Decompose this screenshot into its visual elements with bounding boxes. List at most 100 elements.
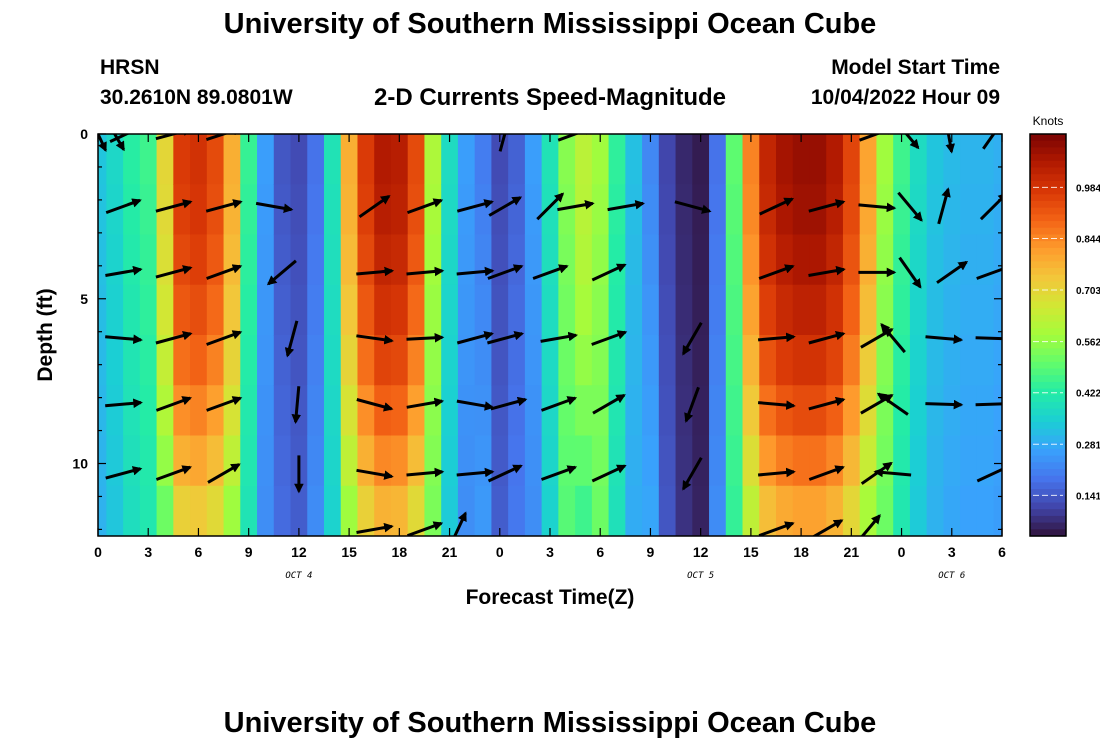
heatmap-cell [290,134,308,185]
heatmap-cell [474,485,493,536]
heatmap-cell [324,184,342,236]
footer-title: University of Southern Mississippi Ocean… [223,707,877,739]
heatmap-cell [508,435,526,487]
heatmap-cell [759,284,777,336]
heatmap-cell [474,134,493,185]
heatmap-cell [123,234,141,286]
heatmap-cell [725,284,744,336]
heatmap-cell [926,234,945,286]
heatmap-cell [960,385,978,437]
heatmap-cell [859,184,878,236]
heatmap-cell [407,335,426,386]
heatmap-cell [340,184,359,236]
heatmap-cell [909,435,928,487]
current-arrow [540,396,578,412]
heatmap-cell [524,335,543,386]
heatmap-cell [809,234,827,286]
heatmap-cell [257,134,275,185]
colorbar-cell [1030,321,1066,329]
current-arrow [358,194,391,219]
current-arrow [406,521,444,536]
current-arrow [858,134,896,142]
heatmap-cell [709,234,727,286]
heatmap-cell [591,335,610,386]
heatmap-cell [106,385,124,437]
heatmap-cell [290,335,308,386]
y-tick-label: 10 [72,456,88,472]
heatmap-cell [156,335,174,386]
colorbar-cell [1030,180,1066,189]
current-arrow [808,330,846,345]
current-arrow [206,396,243,412]
heatmap-cell [290,234,308,286]
heatmap-cell [156,385,174,437]
heatmap-cell [173,485,191,536]
colorbar-cell [1030,489,1066,497]
x-tick-label: 6 [596,544,604,560]
x-tick-label: 3 [546,544,554,560]
heatmap-cell [792,435,811,487]
heatmap-cell [491,335,509,386]
current-arrow [759,197,795,216]
heatmap-cell [407,134,426,185]
heatmap-cell [960,435,978,487]
heatmap-cell [926,385,945,437]
heatmap-cell [792,485,811,536]
heatmap-cell [809,284,827,336]
heatmap-cell [273,385,292,437]
heatmap-cell [223,184,241,236]
heatmap-cell [139,284,158,336]
current-arrow [536,192,565,221]
colorbar-cell [1030,529,1066,537]
heatmap-cell [709,284,727,336]
heatmap-cell [324,385,342,437]
colorbar-cell [1030,328,1066,336]
current-arrow [898,256,922,289]
heatmap-cell [826,385,844,437]
heatmap-cell [98,485,107,536]
current-arrow [897,191,923,222]
heatmap-cell [709,485,727,536]
heatmap-cell [826,435,844,487]
x-tick-label: 18 [392,544,408,560]
x-tick-label: 0 [94,544,102,560]
current-arrow [456,330,494,345]
heatmap-cell [106,485,124,536]
heatmap-cell [173,184,191,236]
heatmap-cell [390,134,409,185]
heatmap-cell [541,234,559,286]
current-arrow [904,134,920,150]
heatmap-cell [491,134,509,185]
heatmap-cell [625,234,643,286]
heatmap-cell [993,385,1002,437]
current-arrow [206,330,243,346]
heatmap-cell [374,234,392,286]
heatmap-cell [776,234,794,286]
colorbar-cell [1030,402,1066,410]
heatmap-cell [575,435,593,487]
colorbar-cell [1030,355,1066,363]
heatmap-cell [725,134,744,185]
heatmap-cell [257,485,275,536]
current-arrow [876,392,909,416]
heatmap-cell [139,134,158,185]
heatmap-cell [759,335,777,386]
heatmap-cell [909,335,928,386]
heatmap-cell [123,385,141,437]
colorbar-cell [1030,462,1066,470]
heatmap-cell [776,335,794,386]
heatmap-cell [675,234,693,286]
heatmap-cell [692,234,710,286]
heatmap-cell [474,184,493,236]
heatmap-cell [257,234,275,286]
current-arrow [808,465,845,481]
current-arrow [674,200,712,214]
heatmap-cell [173,234,191,286]
current-arrow [406,266,445,277]
heatmap-cell [675,134,693,185]
heatmap-cell [709,435,727,487]
heatmap-cell [742,134,760,185]
main-title: University of Southern Mississippi Ocean… [223,8,877,40]
heatmap-cell [340,134,359,185]
heatmap-cell [139,184,158,236]
